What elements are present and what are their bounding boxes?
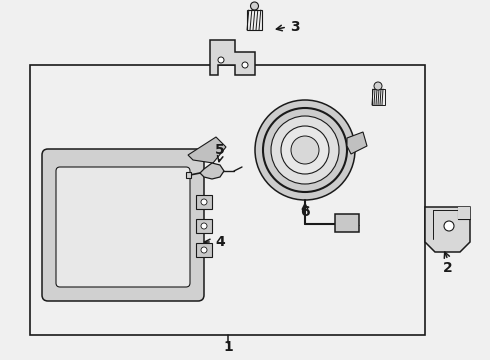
Bar	[196, 195, 212, 209]
Bar	[30, 65, 425, 335]
Circle shape	[291, 136, 319, 164]
Bar	[186, 172, 191, 178]
Circle shape	[201, 223, 207, 229]
Bar	[196, 219, 212, 233]
Circle shape	[271, 116, 339, 184]
Circle shape	[374, 82, 382, 90]
Text: 5: 5	[215, 143, 225, 157]
Polygon shape	[188, 137, 226, 163]
Polygon shape	[347, 132, 367, 154]
Circle shape	[444, 221, 454, 231]
FancyBboxPatch shape	[42, 149, 204, 301]
Text: 4: 4	[215, 235, 225, 249]
Text: 6: 6	[300, 205, 310, 219]
Circle shape	[242, 62, 248, 68]
Circle shape	[201, 199, 207, 205]
Bar	[458, 207, 470, 219]
Bar	[335, 214, 359, 232]
Bar	[372, 89, 385, 105]
Circle shape	[281, 126, 329, 174]
Bar	[196, 243, 212, 257]
Text: 1: 1	[223, 340, 233, 354]
Polygon shape	[425, 207, 470, 252]
Text: 2: 2	[443, 261, 453, 275]
Circle shape	[201, 247, 207, 253]
FancyBboxPatch shape	[56, 167, 190, 287]
Circle shape	[255, 100, 355, 200]
Polygon shape	[210, 40, 255, 75]
Text: 3: 3	[290, 20, 300, 34]
Circle shape	[250, 2, 259, 10]
Bar	[247, 10, 262, 30]
Circle shape	[218, 57, 224, 63]
Polygon shape	[200, 163, 224, 179]
